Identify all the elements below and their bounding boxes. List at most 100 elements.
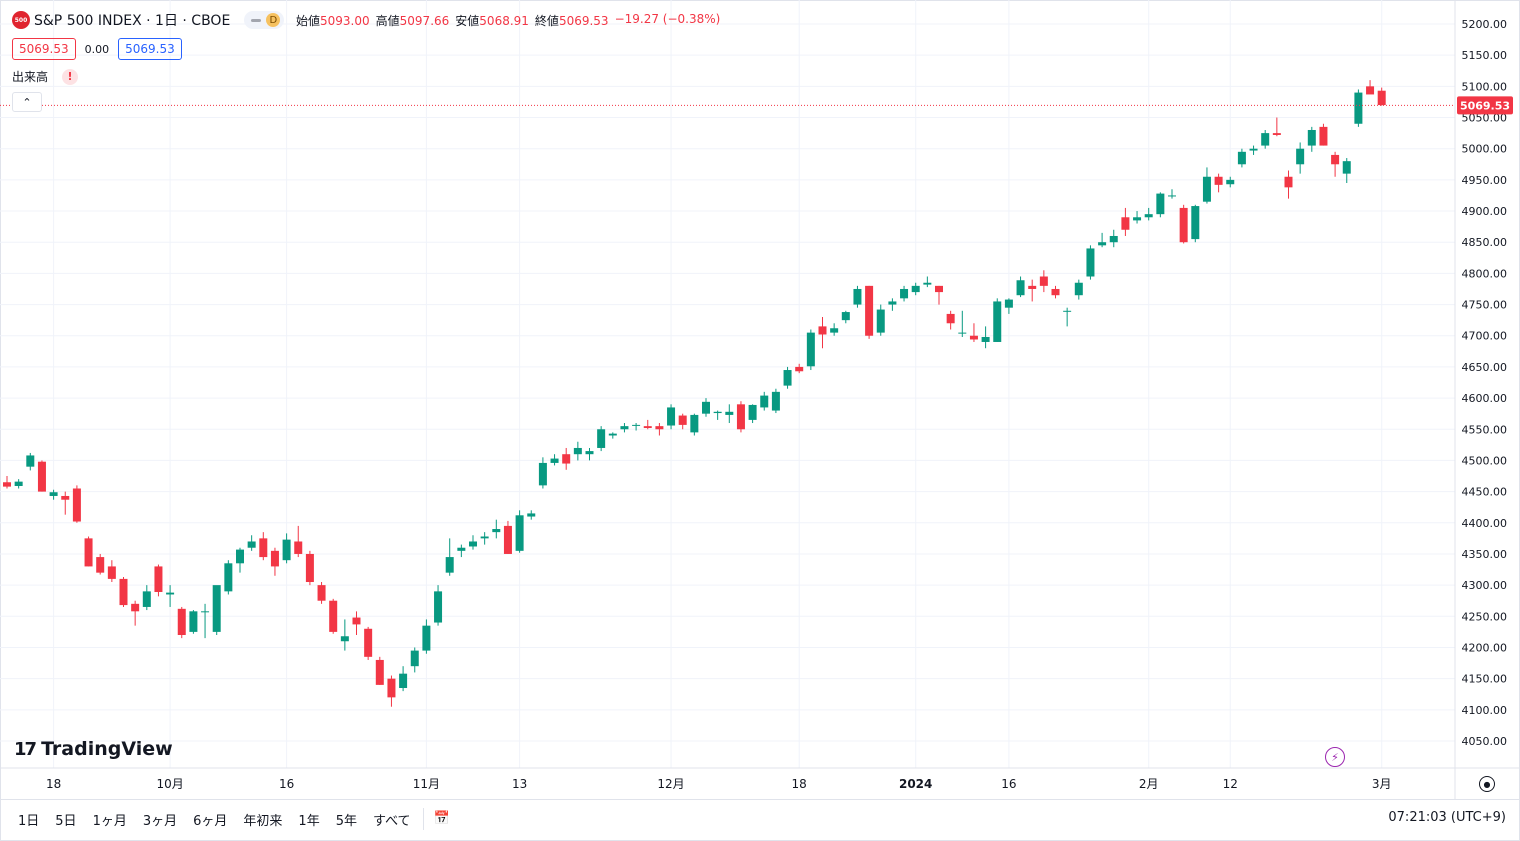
candle-body (1226, 179, 1235, 185)
candle (410, 647, 419, 673)
x-tick-label: 10月 (156, 777, 183, 791)
settings-icon[interactable]: ● (1479, 776, 1495, 792)
candle (503, 520, 512, 554)
minus-icon (251, 18, 262, 22)
candle (946, 310, 955, 330)
candle-body (655, 426, 664, 430)
y-tick-label: 4400.00 (1462, 517, 1508, 530)
candle-body (1109, 235, 1118, 243)
candle-body (981, 336, 990, 342)
date-range-icon[interactable]: 📅 (433, 811, 450, 826)
candle (131, 600, 140, 626)
range-5y-button[interactable]: 5年 (335, 813, 357, 829)
candle (49, 489, 58, 500)
candle-body (911, 285, 920, 293)
candle (457, 544, 466, 558)
candle-body (1133, 217, 1142, 221)
warning-icon[interactable]: ! (62, 68, 79, 85)
candle-body (562, 454, 571, 464)
candle-body (1063, 310, 1072, 312)
candle (632, 423, 641, 431)
candle-body (1331, 154, 1340, 165)
candle-body (1261, 133, 1270, 146)
candle-body (329, 600, 338, 632)
range-1m-button[interactable]: 1ヶ月 (92, 813, 127, 829)
clock-timezone[interactable]: 07:21:03 (UTC+9) (1388, 810, 1506, 825)
candle-body (1144, 214, 1153, 218)
candle (142, 585, 151, 611)
candle (597, 426, 606, 452)
ohlc-close: 終値5069.53 (534, 14, 609, 28)
candle (538, 457, 547, 489)
ohlc-open: 始値5093.00 (296, 14, 370, 28)
toolbar-divider (422, 808, 424, 830)
candle (1354, 89, 1363, 127)
buy-price-button[interactable]: 5069.53 (118, 38, 182, 60)
candle (993, 298, 1002, 342)
candle-body (399, 673, 408, 689)
y-tick-label: 4200.00 (1462, 641, 1508, 654)
sell-price-button[interactable]: 5069.53 (12, 38, 76, 60)
candle-body (632, 424, 641, 426)
range-all-button[interactable]: すべて (372, 813, 411, 829)
candle-body (201, 611, 210, 613)
candle (317, 582, 326, 604)
candle-body (841, 312, 850, 321)
candle-body (236, 549, 244, 564)
candle-body (317, 585, 326, 601)
candle-body (26, 455, 35, 467)
candle (958, 310, 967, 337)
candle-body (538, 462, 547, 486)
candle-body (771, 391, 780, 411)
candle (900, 285, 909, 302)
range-3m-button[interactable]: 3ヶ月 (142, 813, 178, 829)
y-tick-label: 4650.00 (1462, 361, 1508, 374)
candle-body (142, 591, 151, 607)
symbol-logo-icon: 500 (12, 11, 30, 29)
candle-body (1366, 86, 1375, 95)
range-6m-button[interactable]: 6ヶ月 (193, 813, 228, 829)
candle-body (1307, 129, 1316, 146)
last-price-label: 5069.53 (1460, 99, 1510, 112)
candle-body (294, 541, 303, 554)
candle-body (527, 513, 536, 517)
candle (14, 479, 23, 489)
candle (1319, 123, 1328, 146)
y-tick-label: 4300.00 (1462, 579, 1508, 592)
candle-body (445, 557, 454, 573)
candle (655, 423, 664, 436)
candle-body (853, 288, 862, 305)
candle-body (259, 538, 268, 558)
candle (305, 550, 314, 586)
candle (888, 298, 897, 311)
candle-body (247, 541, 256, 548)
price-chart[interactable]: 4050.00 4100.00 4150.00 4200.00 4250.00 4300.… (0, 0, 1520, 800)
range-5d-button[interactable]: 5日 (55, 813, 77, 829)
candle-body (1051, 288, 1060, 296)
candle-body (107, 566, 116, 579)
candle (608, 432, 617, 439)
candle-body (1074, 282, 1083, 296)
candle-body (1168, 195, 1176, 197)
candle (1272, 117, 1281, 137)
candle (1342, 158, 1351, 183)
range-ytd-button[interactable]: 年初来 (243, 813, 283, 829)
lightning-icon[interactable]: ⚡ (1325, 747, 1345, 767)
candle-body (585, 451, 594, 455)
range-1d-button[interactable]: 1日 (18, 813, 40, 829)
volume-indicator[interactable]: 出来高 ! (12, 68, 79, 85)
range-1y-button[interactable]: 1年 (298, 813, 320, 829)
candle (259, 532, 268, 561)
candle (166, 585, 175, 607)
candle-body (131, 603, 140, 612)
candle (1261, 129, 1270, 149)
candle-body (61, 495, 70, 500)
candle-body (795, 366, 804, 372)
candle-body (643, 426, 652, 429)
candle (923, 276, 932, 288)
collapse-legend-button[interactable]: ⌃ (12, 92, 42, 112)
candle-body (84, 538, 93, 567)
symbol-title[interactable]: S&P 500 INDEX · 1日 · CBOE (34, 13, 231, 29)
symbol-header[interactable]: 500 S&P 500 INDEX · 1日 · CBOE D (12, 10, 285, 30)
market-status-pill[interactable]: D (244, 11, 285, 29)
